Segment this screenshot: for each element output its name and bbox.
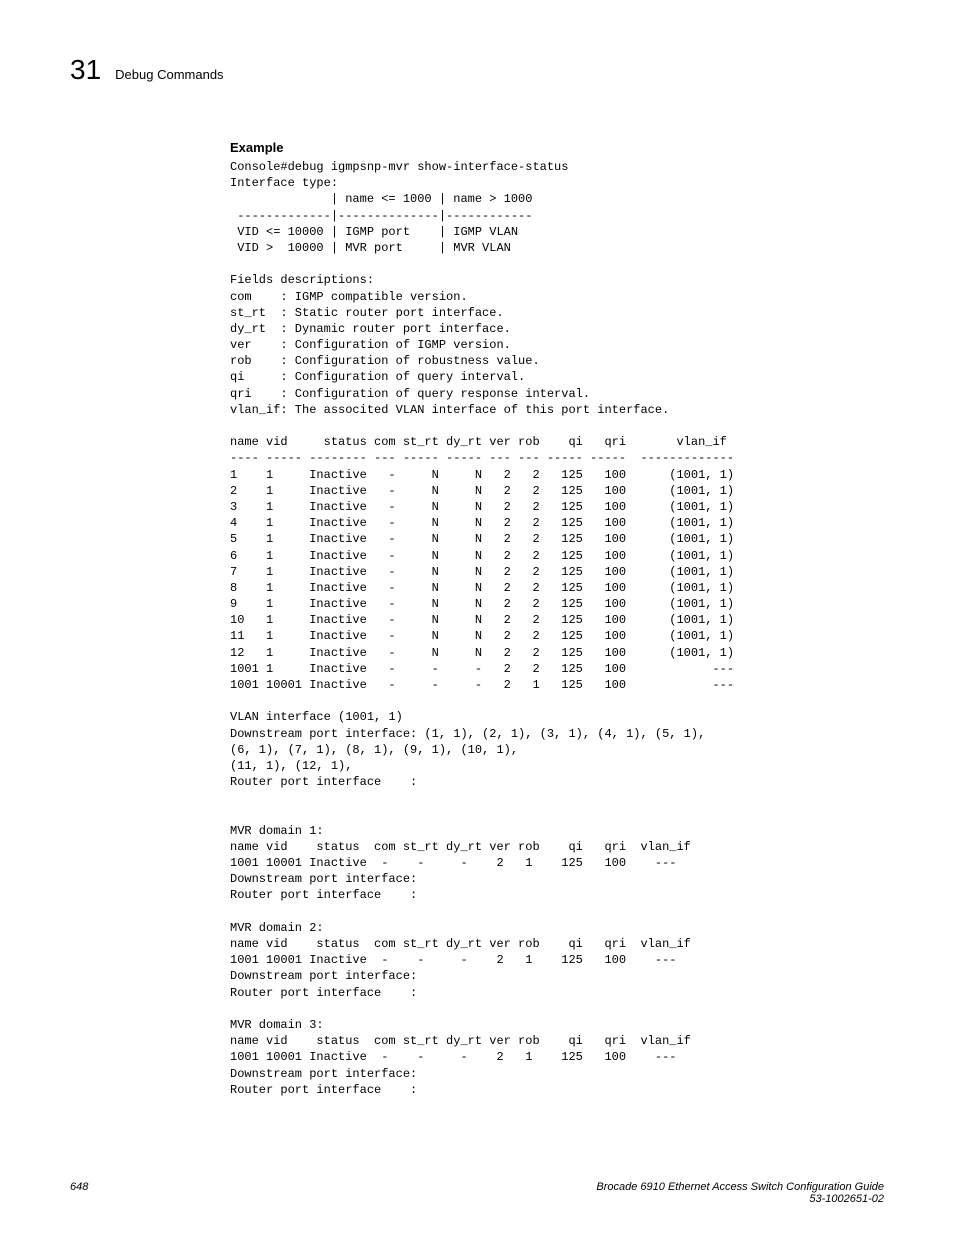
page-number: 648 (70, 1181, 88, 1205)
page-footer: 648 Brocade 6910 Ethernet Access Switch … (70, 1181, 884, 1205)
section-heading: Example (230, 140, 884, 155)
doc-title: Brocade 6910 Ethernet Access Switch Conf… (596, 1181, 884, 1205)
page-container: 31 Debug Commands Example Console#debug … (0, 0, 954, 1235)
chapter-number: 31 (70, 54, 101, 86)
chapter-title: Debug Commands (115, 67, 223, 82)
doc-title-line1: Brocade 6910 Ethernet Access Switch Conf… (596, 1181, 884, 1193)
content-area: Example Console#debug igmpsnp-mvr show-i… (230, 140, 884, 1098)
page-header: 31 Debug Commands (70, 54, 884, 86)
doc-title-line2: 53-1002651-02 (809, 1193, 884, 1205)
console-output: Console#debug igmpsnp-mvr show-interface… (230, 159, 884, 1098)
